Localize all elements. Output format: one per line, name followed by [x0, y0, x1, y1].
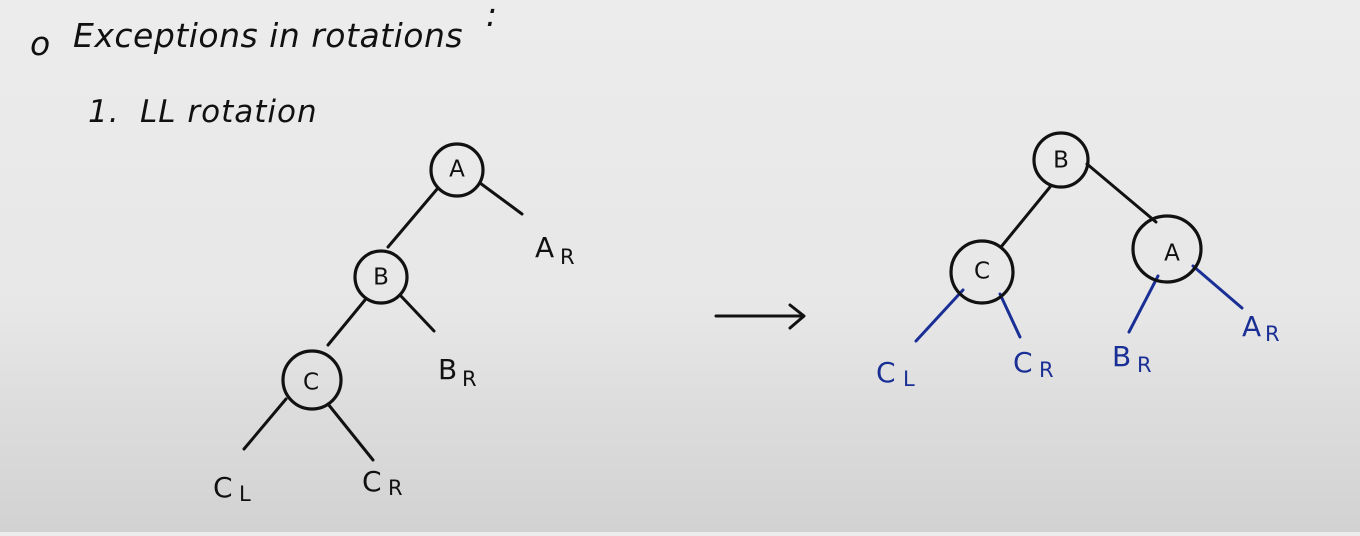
- edge-b-a-right: [1085, 162, 1158, 224]
- arrow-head: [788, 303, 806, 330]
- edge-b-br: [398, 293, 436, 333]
- edge-c-cl: [242, 397, 288, 451]
- left-node-a-circle: [429, 142, 485, 198]
- left-leaf-br-sub: R: [462, 367, 477, 391]
- left-node-c-circle: [281, 349, 343, 411]
- edge-a-b: [386, 186, 440, 249]
- edge-c-cr: [326, 402, 375, 462]
- edge-a-ar: [478, 181, 524, 216]
- edge-c-cl-right: [914, 288, 965, 343]
- left-leaf-cr-main: C: [362, 465, 382, 498]
- right-node-b-circle: [1032, 131, 1090, 189]
- right-node-b: B: [1032, 131, 1090, 189]
- right-node-c-circle: [949, 239, 1015, 305]
- right-leaf-cl-sub: L: [903, 367, 915, 391]
- right-node-a-label: A: [1164, 241, 1180, 267]
- heading-title: Exceptions in rotations: [73, 16, 463, 55]
- edge-c-cr-right: [998, 292, 1022, 339]
- edge-b-c-right: [999, 185, 1052, 249]
- left-node-b-circle: [353, 249, 409, 305]
- bullet-mark: o: [30, 24, 51, 63]
- left-leaf-br-main: B: [438, 353, 457, 386]
- left-leaf-ar-main: A: [535, 231, 554, 264]
- left-node-b: B: [353, 249, 409, 305]
- left-leaf-ar-sub: R: [560, 245, 575, 269]
- right-leaf-cr-main: C: [1013, 346, 1033, 379]
- left-node-a-label: A: [449, 157, 465, 183]
- list-number: 1.: [88, 94, 120, 130]
- edge-a-br-right: [1127, 274, 1160, 334]
- right-leaf-br-sub: R: [1137, 353, 1152, 377]
- right-tree: B C A C L C R B R A R: [876, 131, 1280, 391]
- right-node-c: C: [949, 239, 1015, 305]
- left-tree: A B C A R B R C L C R: [213, 142, 575, 506]
- right-node-c-label: C: [974, 259, 990, 285]
- left-leaf-cl-main: C: [213, 471, 233, 504]
- transform-arrow: [714, 303, 806, 330]
- right-leaf-br-main: B: [1112, 340, 1131, 373]
- right-leaf-cl-main: C: [876, 356, 896, 389]
- right-node-b-label: B: [1053, 148, 1069, 174]
- left-node-a: A: [429, 142, 485, 198]
- heading-colon: :: [486, 0, 498, 34]
- right-node-a: A: [1131, 214, 1203, 284]
- left-leaf-cl-sub: L: [239, 482, 251, 506]
- left-node-c: C: [281, 349, 343, 411]
- edge-a-ar-right: [1191, 264, 1244, 310]
- right-node-a-circle: [1131, 214, 1203, 284]
- right-leaf-ar-sub: R: [1265, 322, 1280, 346]
- left-leaf-cr-sub: R: [388, 476, 403, 500]
- right-leaf-ar-main: A: [1242, 310, 1261, 343]
- edge-b-c: [326, 298, 367, 347]
- subheading-label: LL rotation: [140, 94, 318, 130]
- left-node-c-label: C: [303, 370, 319, 396]
- left-node-b-label: B: [373, 265, 389, 291]
- right-leaf-cr-sub: R: [1039, 358, 1054, 382]
